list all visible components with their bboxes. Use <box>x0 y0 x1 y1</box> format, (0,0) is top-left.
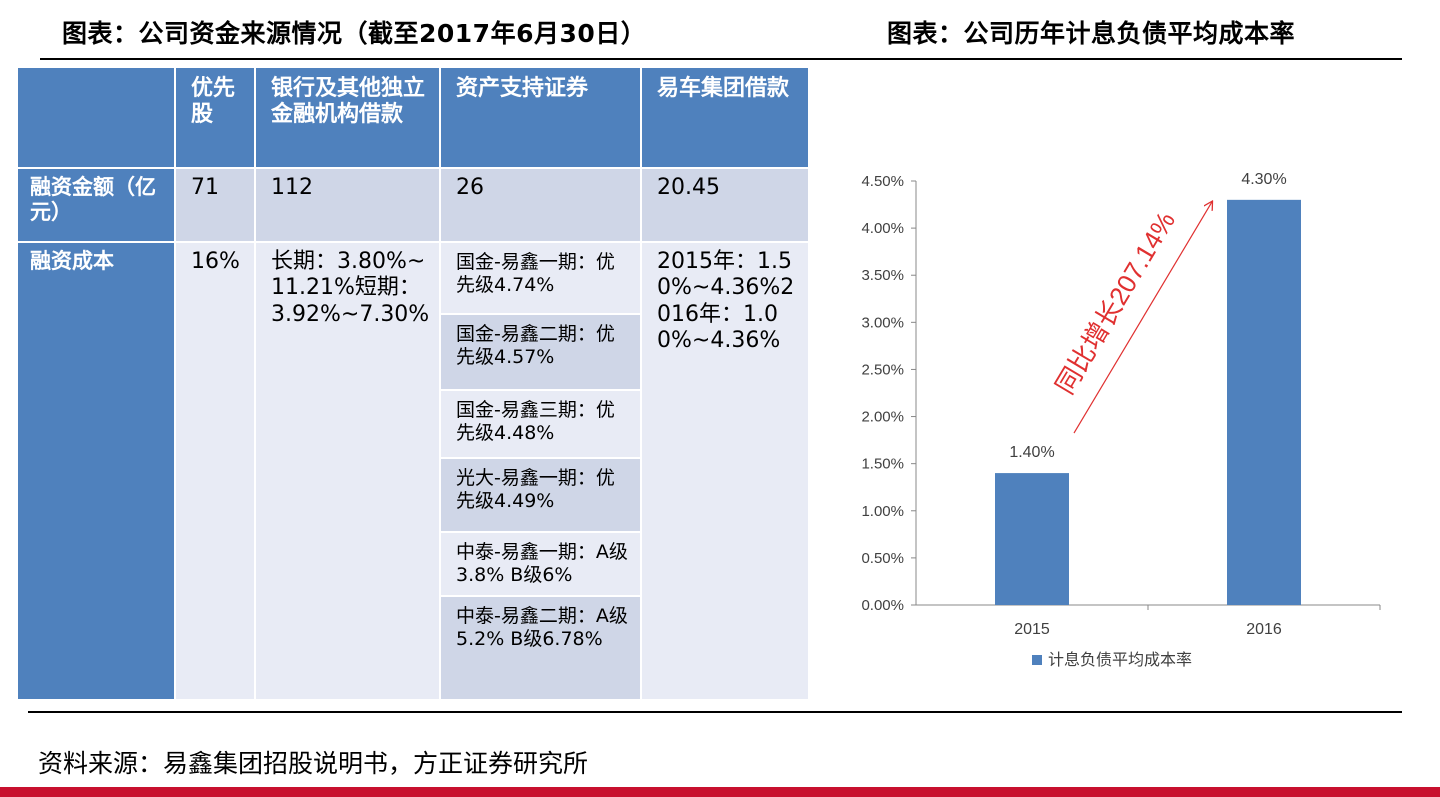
bar-2016 <box>1227 199 1301 605</box>
table-header-corner <box>18 68 174 167</box>
cost-yiche: 2015年：1.50%~4.36%2016年：1.00%~4.36% <box>642 243 808 699</box>
abs-item: 国金-易鑫三期：优先级4.48% <box>441 391 640 457</box>
abs-item: 国金-易鑫一期：优先级4.74% <box>441 243 640 313</box>
y-tick-label: 3.00% <box>861 314 904 331</box>
table-header-yiche: 易车集团借款 <box>642 68 808 167</box>
footer-bar <box>0 787 1440 797</box>
growth-arrow <box>1073 202 1212 434</box>
source-note: 资料来源：易鑫集团招股说明书，方正证券研究所 <box>38 749 589 778</box>
bar-2015 <box>995 473 1069 605</box>
table-header-abs: 资产支持证券 <box>441 68 640 167</box>
y-tick-label: 1.50% <box>861 456 904 473</box>
top-divider <box>40 58 1402 60</box>
y-tick-label: 2.50% <box>861 361 904 378</box>
x-tick-label: 2016 <box>1246 621 1282 638</box>
y-tick-label: 3.50% <box>861 267 904 284</box>
y-tick-label: 4.50% <box>861 173 904 190</box>
legend-label: 计息负债平均成本率 <box>1048 651 1192 669</box>
growth-annotation: 同比增长207.14% <box>1049 202 1212 434</box>
abs-item: 光大-易鑫一期：优先级4.49% <box>441 459 640 531</box>
cost-rate-chart: 0.00% 0.50% 1.00% 1.50% 2.00% 2.50% 3.00% 3.50%… <box>861 171 1381 669</box>
growth-annotation-text: 同比增长207.14% <box>1049 206 1181 399</box>
y-tick-label: 1.00% <box>861 503 904 520</box>
amount-yiche: 20.45 <box>642 169 808 241</box>
legend-swatch <box>1032 655 1042 665</box>
table-header-preferred: 优先股 <box>176 68 254 167</box>
abs-item: 中泰-易鑫二期：A级5.2% B级6.78% <box>441 597 640 699</box>
cost-preferred: 16% <box>176 243 254 699</box>
bottom-divider <box>28 711 1402 713</box>
amount-bank: 112 <box>256 169 439 241</box>
abs-item: 中泰-易鑫一期：A级3.8% B级6% <box>441 533 640 595</box>
left-title: 图表：公司资金来源情况（截至2017年6月30日） <box>62 19 647 48</box>
chart-legend: 计息负债平均成本率 <box>1032 651 1192 669</box>
amount-preferred: 71 <box>176 169 254 241</box>
y-axis-ticks: 0.00% 0.50% 1.00% 1.50% 2.00% 2.50% 3.00% 3.50%… <box>861 173 916 614</box>
right-title: 图表：公司历年计息负债平均成本率 <box>887 19 1296 48</box>
y-tick-label: 0.50% <box>861 550 904 567</box>
data-label: 1.40% <box>1009 444 1054 461</box>
row-label-cost: 融资成本 <box>18 243 174 699</box>
table-header-bank: 银行及其他独立金融机构借款 <box>256 68 439 167</box>
y-tick-label: 4.00% <box>861 220 904 237</box>
chart-bars <box>995 199 1301 605</box>
data-label: 4.30% <box>1241 171 1286 188</box>
y-tick-label: 2.00% <box>861 409 904 426</box>
chart-data-labels: 1.40% 4.30% <box>1009 171 1286 461</box>
y-tick-label: 0.00% <box>861 597 904 614</box>
x-axis-ticks: 2015 2016 <box>1014 605 1381 638</box>
row-label-amount: 融资金额（亿元） <box>18 169 174 241</box>
cost-bank: 长期：3.80%~11.21%短期：3.92%~7.30% <box>256 243 439 699</box>
amount-abs: 26 <box>441 169 640 241</box>
x-tick-label: 2015 <box>1014 621 1050 638</box>
abs-item: 国金-易鑫二期：优先级4.57% <box>441 315 640 389</box>
